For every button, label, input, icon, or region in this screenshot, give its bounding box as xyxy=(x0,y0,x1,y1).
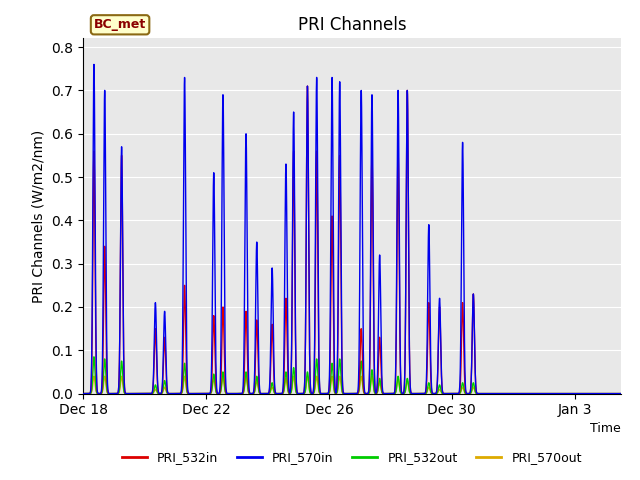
Text: Time: Time xyxy=(590,422,621,435)
Title: PRI Channels: PRI Channels xyxy=(298,16,406,34)
Legend: PRI_532in, PRI_570in, PRI_532out, PRI_570out: PRI_532in, PRI_570in, PRI_532out, PRI_57… xyxy=(117,446,587,469)
Text: BC_met: BC_met xyxy=(94,18,146,31)
Y-axis label: PRI Channels (W/m2/nm): PRI Channels (W/m2/nm) xyxy=(32,130,46,302)
